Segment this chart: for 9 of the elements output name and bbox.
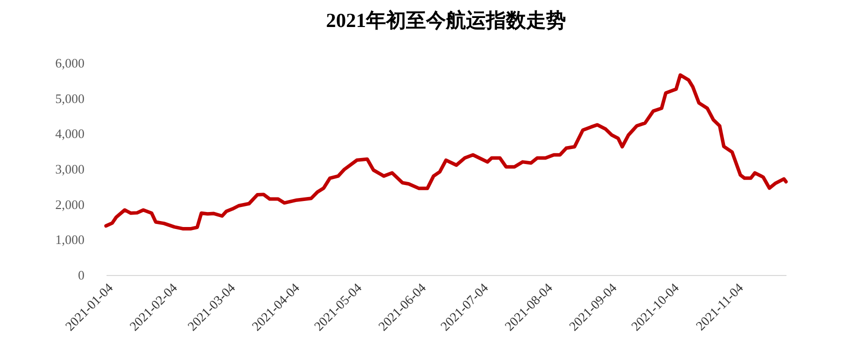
y-tick-label: 4,000 bbox=[55, 126, 84, 142]
y-tick-label: 0 bbox=[78, 268, 84, 282]
y-tick-label: 2,000 bbox=[55, 196, 84, 212]
y-tick-label: 6,000 bbox=[55, 56, 84, 70]
line-series bbox=[104, 73, 788, 230]
chart-title: 2021年初至今航运指数走势 bbox=[326, 9, 566, 32]
y-tick-label: 5,000 bbox=[55, 90, 84, 106]
y-tick-label: 1,000 bbox=[55, 232, 84, 248]
y-tick-label: 3,000 bbox=[55, 162, 84, 176]
